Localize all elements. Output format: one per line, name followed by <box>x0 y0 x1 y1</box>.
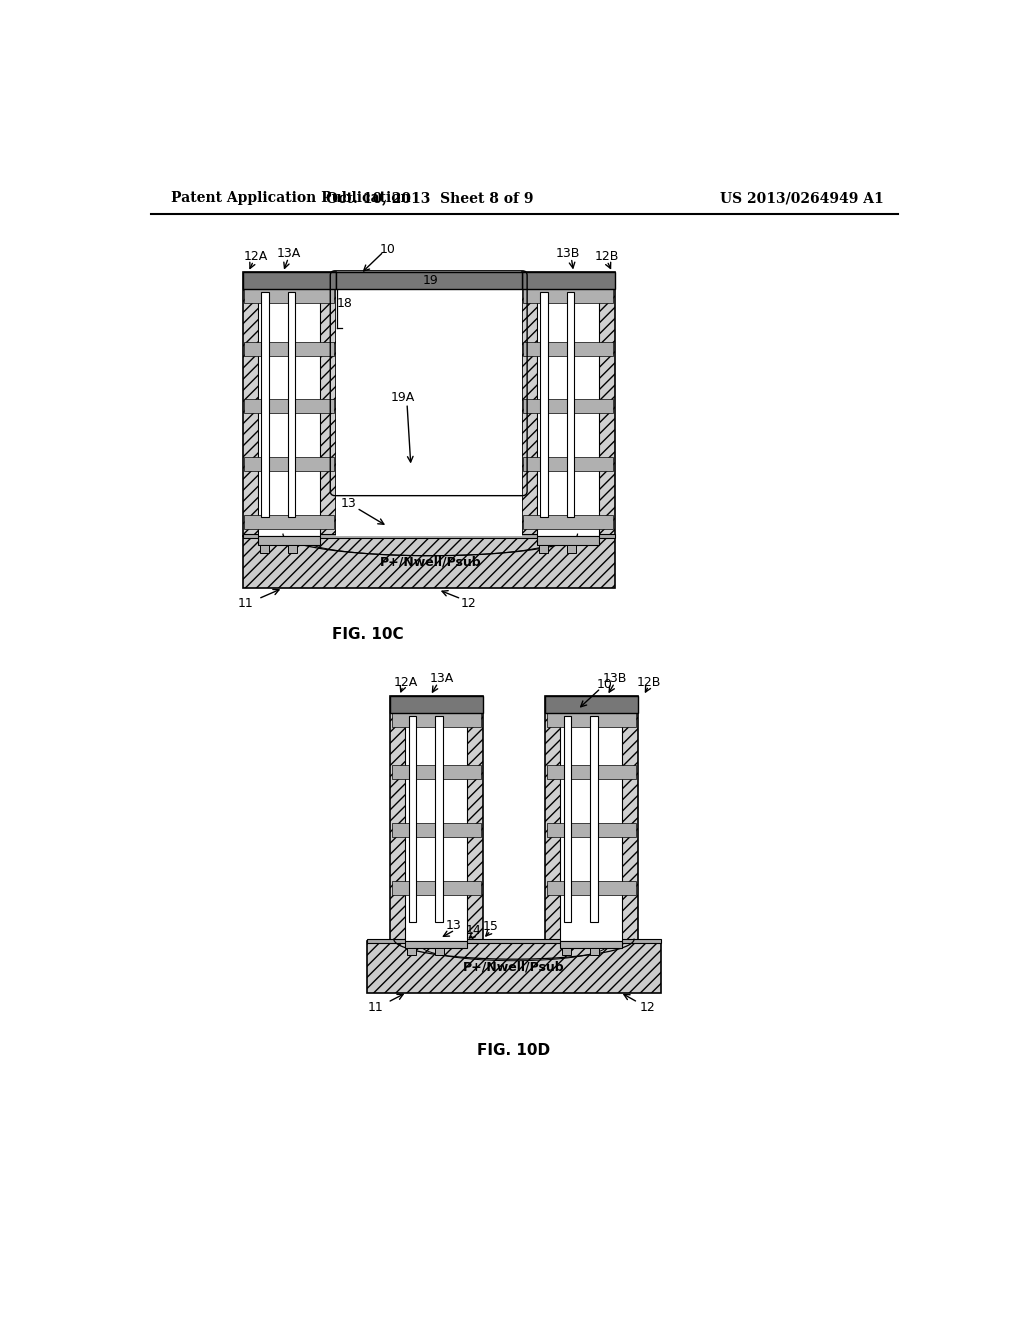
Bar <box>243 535 614 539</box>
Bar <box>523 515 613 529</box>
Text: 12A: 12A <box>393 676 418 689</box>
Text: 13: 13 <box>445 919 462 932</box>
Text: 10: 10 <box>597 677 612 690</box>
Bar <box>590 715 598 923</box>
Bar <box>547 880 636 895</box>
Text: 18: 18 <box>337 297 353 310</box>
Bar <box>391 880 481 895</box>
Text: 11: 11 <box>238 597 254 610</box>
Bar <box>243 536 614 589</box>
Bar <box>245 342 334 355</box>
Bar <box>538 289 599 536</box>
Text: 10: 10 <box>380 243 395 256</box>
Bar <box>523 457 613 471</box>
Bar <box>560 941 623 949</box>
Bar <box>390 696 483 713</box>
Bar <box>523 289 613 304</box>
Bar <box>245 515 334 529</box>
Text: 13A: 13A <box>430 672 454 685</box>
Text: P+/Nwell/Psub: P+/Nwell/Psub <box>380 556 481 569</box>
Text: 12B: 12B <box>637 676 660 689</box>
Bar <box>538 536 599 545</box>
Text: 12A: 12A <box>244 251 268 264</box>
Text: 14: 14 <box>466 924 481 937</box>
Bar <box>406 941 467 949</box>
Bar <box>590 948 599 954</box>
Bar <box>336 272 521 289</box>
Bar <box>367 940 662 942</box>
Bar <box>258 289 321 536</box>
Bar <box>336 289 521 536</box>
Bar <box>435 948 444 954</box>
Bar <box>566 545 575 553</box>
Text: US 2013/0264949 A1: US 2013/0264949 A1 <box>720 191 884 206</box>
Bar <box>391 766 481 779</box>
Text: 12: 12 <box>639 1001 655 1014</box>
Bar <box>367 941 662 993</box>
Text: FIG. 10C: FIG. 10C <box>333 627 404 642</box>
Bar <box>243 272 336 536</box>
Text: 13A: 13A <box>276 247 301 260</box>
Bar <box>260 545 269 553</box>
Bar <box>547 822 636 837</box>
Bar <box>523 400 613 413</box>
Bar <box>409 715 417 923</box>
Bar <box>261 293 269 517</box>
Bar <box>545 696 638 713</box>
Bar <box>391 822 481 837</box>
Bar <box>245 457 334 471</box>
Bar <box>288 293 295 517</box>
Bar <box>435 715 442 923</box>
Bar <box>566 293 574 517</box>
Bar <box>245 400 334 413</box>
Bar <box>562 948 571 954</box>
Bar <box>560 713 623 941</box>
Bar <box>563 715 571 923</box>
Bar <box>391 713 481 726</box>
Bar <box>407 948 417 954</box>
Bar <box>406 713 467 941</box>
Bar <box>243 272 336 289</box>
Text: 11: 11 <box>368 1001 384 1014</box>
Bar <box>545 696 638 941</box>
Text: 19A: 19A <box>391 391 416 404</box>
Text: 12: 12 <box>461 597 477 610</box>
Text: Oct. 10, 2013  Sheet 8 of 9: Oct. 10, 2013 Sheet 8 of 9 <box>327 191 534 206</box>
Text: Patent Application Publication: Patent Application Publication <box>171 191 411 206</box>
Text: 15: 15 <box>482 920 499 933</box>
Bar <box>547 713 636 726</box>
Text: 12B: 12B <box>595 251 620 264</box>
Text: 13: 13 <box>341 496 356 510</box>
Text: 13B: 13B <box>556 247 581 260</box>
Text: 13B: 13B <box>602 672 627 685</box>
Bar <box>523 342 613 355</box>
Text: FIG. 10D: FIG. 10D <box>477 1043 551 1057</box>
Text: P+/Nwell/Psub: P+/Nwell/Psub <box>463 961 565 973</box>
Text: 19: 19 <box>422 273 438 286</box>
Bar <box>245 289 334 304</box>
Bar <box>539 545 548 553</box>
Bar <box>390 696 483 941</box>
Bar <box>288 545 297 553</box>
Bar <box>541 293 548 517</box>
Bar <box>258 536 321 545</box>
Bar <box>547 766 636 779</box>
Bar <box>521 272 614 536</box>
Bar <box>521 272 614 289</box>
